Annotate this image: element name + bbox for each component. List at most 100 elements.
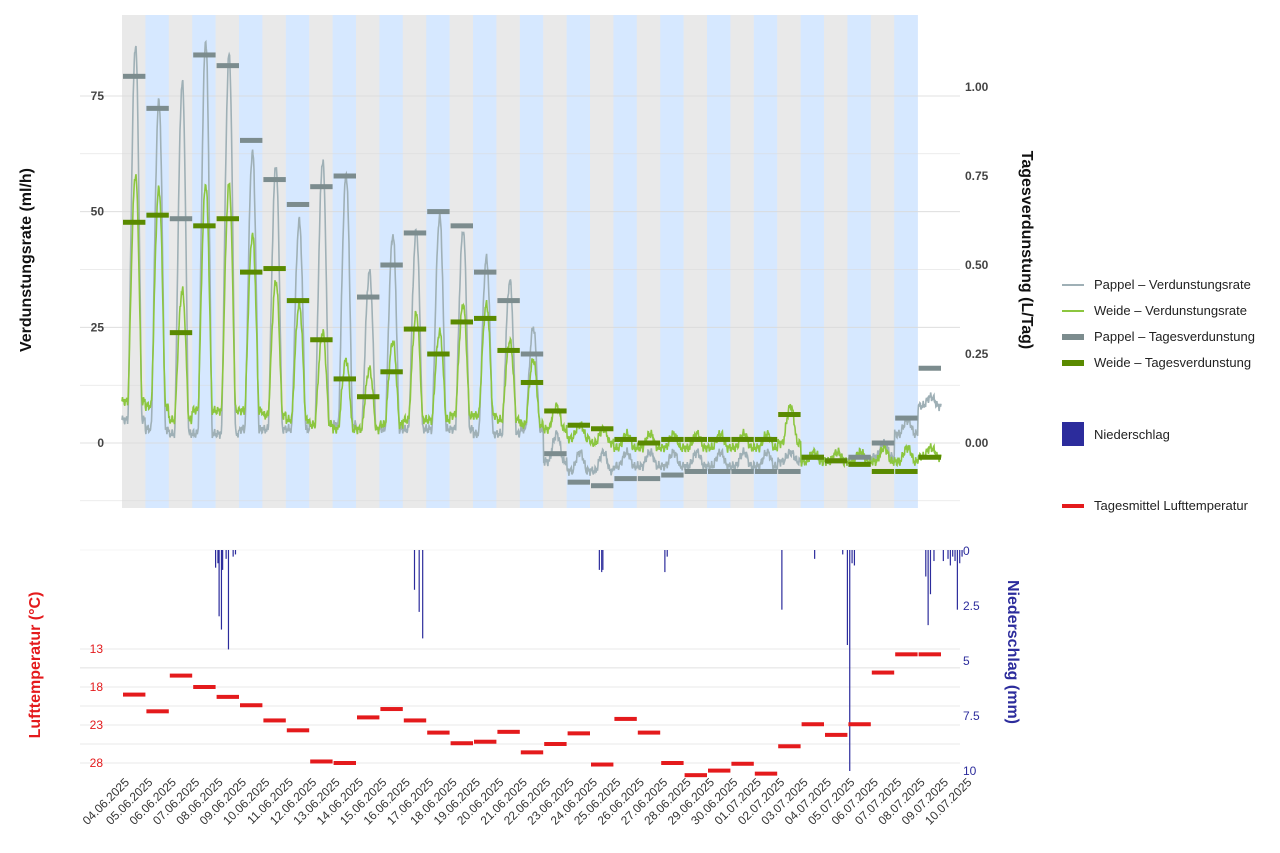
top-left-tick-label: 0: [97, 436, 104, 450]
pappel-daily-mark: [263, 177, 286, 183]
temp-mark: [286, 728, 310, 733]
bottom-left-tick-label: 13: [90, 642, 104, 656]
pappel-daily-mark: [544, 451, 567, 457]
bottom-left-tick-label: 23: [90, 718, 104, 732]
temp-mark: [778, 744, 801, 749]
temp-mark: [380, 707, 403, 712]
temp-mark: [871, 670, 895, 675]
day-background: [426, 15, 450, 508]
pappel-daily-mark: [778, 468, 801, 474]
temp-mark: [169, 673, 193, 678]
temp-mark: [450, 741, 473, 746]
day-background: [566, 15, 591, 508]
bottom-precip-bars: [215, 550, 963, 771]
pappel-daily-mark: [240, 137, 263, 143]
day-background: [285, 15, 310, 508]
weide-daily-mark: [825, 458, 848, 464]
temp-mark: [614, 716, 637, 721]
weide-daily-mark: [380, 369, 403, 375]
pappel-daily-mark: [286, 201, 310, 207]
weide-daily-mark: [427, 351, 450, 357]
weide-daily-mark: [169, 330, 193, 336]
day-background: [519, 15, 544, 508]
temp-mark: [684, 773, 707, 778]
legend-label-pappel-daily: Pappel – Tagesverdunstung: [1094, 329, 1255, 344]
weide-daily-mark: [450, 319, 473, 325]
day-background: [613, 15, 638, 508]
pappel-daily-mark: [357, 294, 380, 300]
day-background: [192, 15, 216, 508]
temp-mark: [637, 730, 661, 735]
temp-mark: [497, 729, 520, 734]
pappel-daily-mark: [637, 476, 661, 482]
legend-label-temperatur: Tagesmittel Lufttemperatur: [1094, 498, 1249, 513]
day-background: [356, 15, 380, 508]
day-background: [332, 15, 357, 508]
pappel-daily-mark: [474, 269, 497, 275]
top-right-tick-label: 1.00: [965, 80, 989, 94]
legend-key-niederschlag: [1062, 422, 1084, 446]
top-left-axis-title: Verdunstungsrate (ml/h): [18, 168, 35, 352]
temp-mark: [193, 685, 216, 689]
weide-daily-mark: [263, 266, 286, 272]
temp-mark: [918, 652, 941, 657]
pappel-daily-mark: [567, 479, 590, 485]
top-left-tick-label: 75: [91, 89, 105, 103]
day-background: [636, 15, 661, 508]
weide-daily-mark: [146, 212, 169, 218]
top-day-backgrounds: [122, 15, 918, 508]
weide-daily-mark: [240, 269, 263, 275]
pappel-daily-mark: [661, 472, 684, 478]
x-axis-labels: 04.06.202505.06.202506.06.202507.06.2025…: [80, 775, 975, 828]
series-weide-rate: [121, 174, 942, 469]
top-rate-lines: [121, 39, 942, 476]
legend-label-pappel-rate: Pappel – Verdunstungsrate: [1094, 277, 1251, 292]
weide-daily-mark: [637, 440, 661, 446]
weide-daily-mark: [871, 468, 895, 474]
pappel-daily-mark: [754, 468, 778, 474]
weide-daily-mark: [544, 408, 567, 414]
pappel-daily-mark: [848, 454, 871, 460]
weide-daily-mark: [193, 223, 216, 229]
pappel-daily-mark: [708, 468, 731, 474]
pappel-daily-mark: [146, 105, 169, 111]
weide-daily-mark: [520, 379, 544, 385]
bottom-right-tick-label: 0: [963, 544, 970, 558]
top-right-axis-title: Tagesverdunstung (L/Tag): [1018, 151, 1035, 350]
weide-daily-mark: [614, 436, 637, 442]
pappel-daily-mark: [403, 230, 427, 236]
day-background: [730, 15, 755, 508]
bottom-right-tick-label: 10: [963, 764, 977, 778]
temp-mark: [333, 761, 356, 765]
top-left-tick-label: 50: [91, 205, 105, 219]
pappel-daily-mark: [520, 351, 544, 357]
weide-daily-mark: [286, 298, 310, 304]
pappel-daily-mark: [895, 415, 918, 421]
weide-daily-mark: [848, 461, 871, 467]
temp-mark: [403, 718, 427, 723]
weide-daily-mark: [661, 436, 684, 442]
bottom-left-tick-label: 18: [90, 680, 104, 694]
temp-mark: [544, 742, 567, 746]
pappel-daily-mark: [731, 468, 754, 474]
pappel-daily-mark: [427, 209, 450, 215]
legend-label-weide-rate: Weide – Verdunstungsrate: [1094, 303, 1247, 318]
day-background: [145, 15, 170, 508]
day-background: [753, 15, 778, 508]
weide-daily-mark: [403, 326, 427, 332]
temp-mark: [123, 692, 146, 697]
temp-mark: [895, 652, 918, 657]
weide-daily-mark: [731, 436, 754, 442]
temp-mark: [520, 750, 544, 755]
top-left-tick-label: 25: [91, 320, 105, 334]
temp-mark: [754, 771, 778, 776]
day-background: [777, 15, 801, 508]
temp-mark: [708, 768, 731, 773]
temp-mark: [825, 732, 848, 737]
pappel-daily-mark: [497, 298, 520, 304]
bottom-left-axis-title: Lufttemperatur (°C): [27, 592, 44, 739]
pappel-daily-mark: [871, 440, 895, 446]
weide-daily-mark: [684, 436, 707, 442]
day-background: [449, 15, 474, 508]
